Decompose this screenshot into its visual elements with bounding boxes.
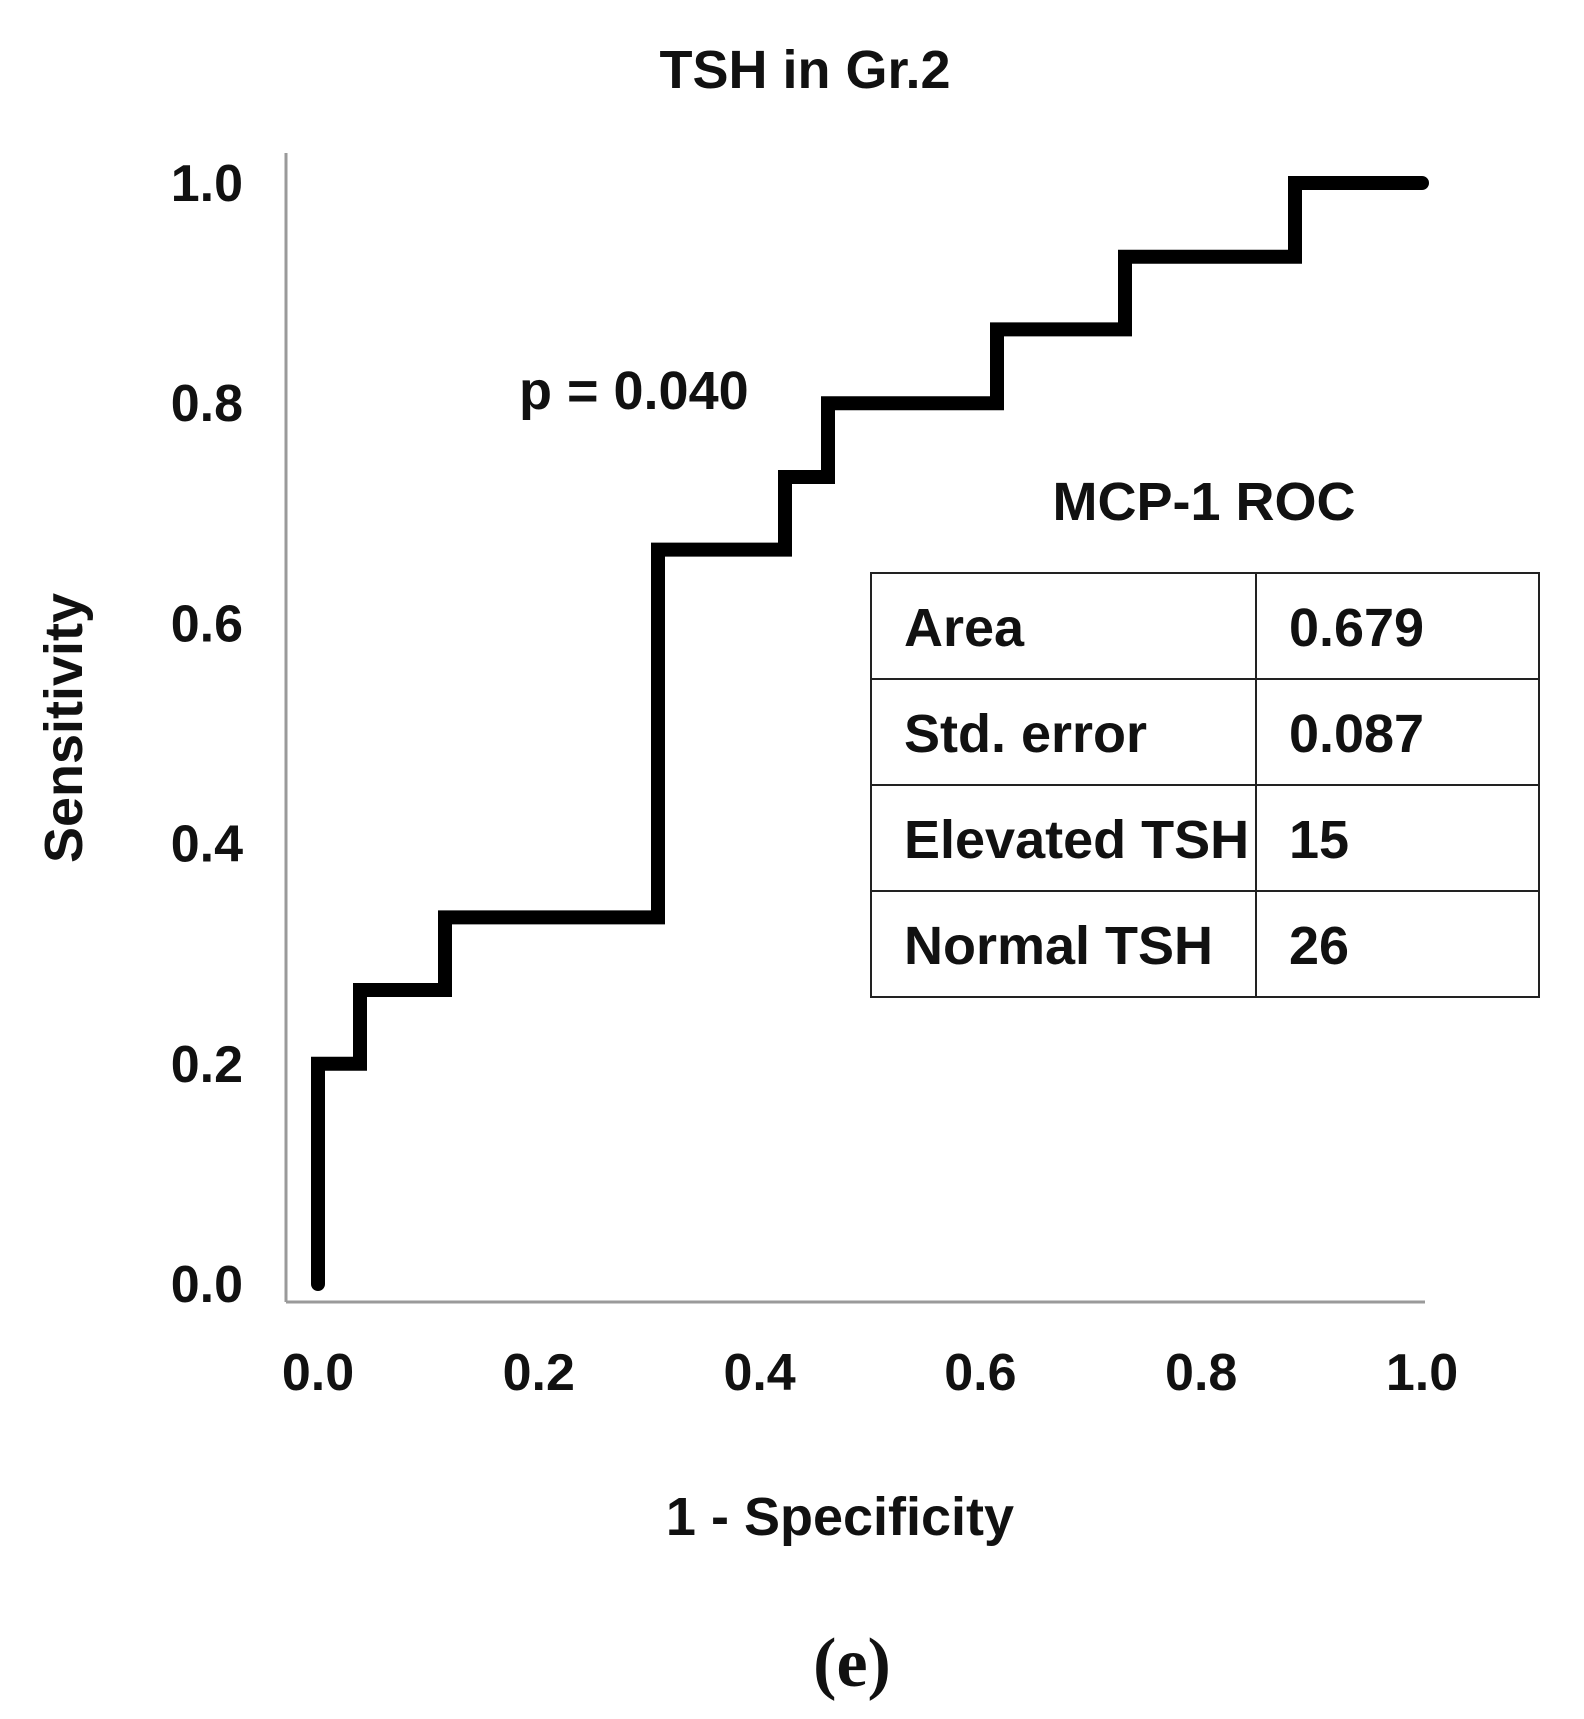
y-tick-label: 0.8	[171, 375, 243, 433]
table-cell-value: 26	[1254, 890, 1541, 998]
table-row: Std. error 0.087	[870, 678, 1541, 786]
table-row: Normal TSH 26	[870, 890, 1541, 998]
x-tick-label: 0.8	[1165, 1344, 1237, 1402]
table-cell-value: 0.679	[1254, 572, 1541, 680]
y-tick-label: 0.6	[171, 595, 243, 653]
roc-stats-table: Area 0.679 Std. error 0.087 Elevated TSH…	[870, 572, 1541, 998]
y-tick-label: 0.0	[171, 1256, 243, 1314]
table-cell-value: 0.087	[1254, 678, 1541, 786]
x-tick-label: 0.0	[282, 1344, 354, 1402]
table-row: Area 0.679	[870, 572, 1541, 680]
inset-title: MCP-1 ROC	[1052, 472, 1356, 532]
table-row: Elevated TSH 15	[870, 784, 1541, 892]
x-tick-label: 0.6	[944, 1344, 1016, 1402]
x-tick-label: 0.4	[723, 1344, 795, 1402]
p-value-annotation: p = 0.040	[519, 361, 749, 421]
x-tick-label: 1.0	[1386, 1344, 1458, 1402]
x-tick-label: 0.2	[503, 1344, 575, 1402]
table-cell-label: Std. error	[870, 678, 1257, 786]
y-tick-label: 0.4	[171, 816, 243, 874]
y-tick-label: 0.2	[171, 1036, 243, 1094]
x-tick-labels: 0.0 0.2 0.4 0.6 0.8 1.0	[282, 1344, 1458, 1402]
table-cell-value: 15	[1254, 784, 1541, 892]
table-cell-label: Elevated TSH	[870, 784, 1257, 892]
y-tick-label: 1.0	[171, 155, 243, 213]
chart-title: TSH in Gr.2	[659, 40, 950, 100]
table-cell-label: Area	[870, 572, 1257, 680]
roc-curve-line	[311, 176, 1429, 1291]
x-axis-label: 1 - Specificity	[666, 1487, 1014, 1547]
panel-label: (e)	[813, 1625, 891, 1702]
y-tick-labels: 0.0 0.2 0.4 0.6 0.8 1.0	[171, 155, 243, 1314]
y-axis-label: Sensitivity	[34, 593, 94, 863]
table-cell-label: Normal TSH	[870, 890, 1257, 998]
